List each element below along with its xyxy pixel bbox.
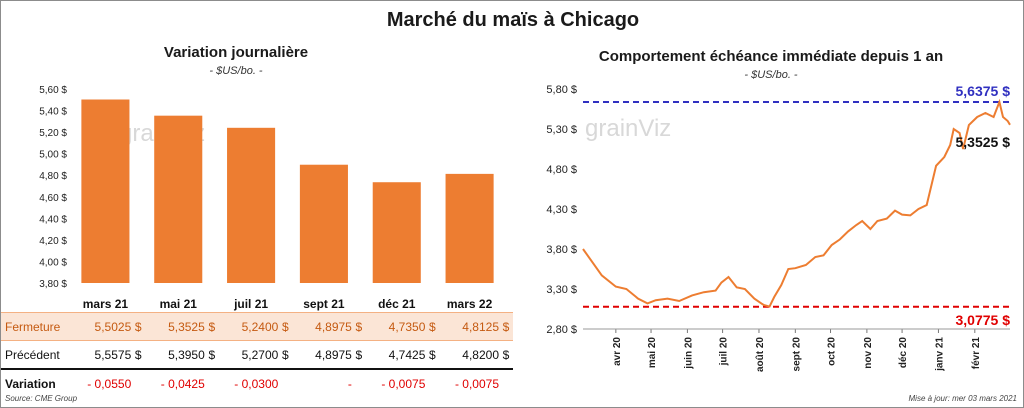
bar — [154, 115, 203, 283]
watermark: grainViz — [585, 115, 671, 142]
x-tick-label: avr 20 — [612, 337, 623, 366]
page-title: Marché du maïs à Chicago — [386, 9, 640, 31]
bar — [81, 99, 130, 283]
y-tick-label: 5,20 $ — [39, 128, 67, 139]
bar — [227, 127, 276, 283]
y-tick-label: 5,30 $ — [546, 124, 577, 136]
x-tick-label: oct 20 — [827, 337, 838, 366]
min-value-label: 3,0775 $ — [956, 312, 1011, 328]
max-value-label: 5,6375 $ — [956, 83, 1011, 99]
table-cell: 5,2400 $ — [218, 312, 293, 341]
table-cell: 4,7350 $ — [365, 312, 440, 341]
y-tick-label: 3,80 $ — [546, 244, 577, 256]
table-cell: - 0,0075 — [381, 376, 426, 391]
row-variation: Variation - 0,0550 - 0,0425 - 0,0300 - - 0,00… — [1, 369, 513, 397]
y-tick-label: 3,80 $ — [39, 279, 67, 290]
x-tick-label: mai 21 — [160, 297, 198, 311]
y-tick-label: 4,80 $ — [546, 164, 577, 176]
table-cell: 4,8125 $ — [439, 312, 513, 341]
quotes-table: Fermeture 5,5025 $5,3525 $5,2400 $4,8975 $4,7… — [1, 312, 513, 397]
table-cell: 4,7425 $ — [365, 340, 440, 370]
daily-bar-chart: grainViz 3,80 $4,00 $4,20 $4,40 $4,60 $4… — [39, 85, 494, 311]
table-cell: - — [347, 376, 352, 391]
last-value-label: 5,3525 $ — [956, 134, 1011, 150]
x-tick-label: août 20 — [755, 337, 766, 372]
y-tick-label: 4,30 $ — [546, 204, 577, 216]
x-tick-label: déc 20 — [898, 337, 909, 369]
table-cell: 5,3525 $ — [145, 312, 219, 341]
x-tick-label: sept 21 — [303, 297, 345, 311]
right-chart-subtitle: - $US/bo. - — [744, 69, 798, 81]
bar — [299, 164, 348, 283]
x-tick-label: juil 21 — [233, 297, 268, 311]
left-chart-title: Variation journalière — [163, 44, 309, 61]
x-tick-label: mars 22 — [447, 297, 493, 311]
row-label: Variation — [5, 376, 56, 391]
y-tick-label: 4,60 $ — [39, 193, 67, 204]
right-chart-title: Comportement échéance immédiate depuis 1… — [598, 48, 944, 65]
x-tick-label: mai 20 — [647, 337, 658, 369]
y-tick-label: 4,20 $ — [39, 236, 67, 247]
left-chart-subtitle: - $US/bo. - — [209, 65, 263, 77]
y-tick-label: 5,40 $ — [39, 107, 67, 118]
x-tick-label: sept 20 — [791, 337, 802, 372]
y-tick-label: 2,80 $ — [546, 324, 577, 336]
row-precedent: Précédent 5,5575 $5,3950 $5,2700 $4,8975 $4,7… — [1, 340, 513, 370]
y-tick-label: 4,80 $ — [39, 171, 67, 182]
bar — [372, 182, 421, 283]
table-cell: 5,3950 $ — [145, 340, 219, 370]
table-cell: - 0,0550 — [87, 376, 132, 391]
x-tick-label: janv 21 — [934, 337, 945, 372]
y-tick-label: 5,00 $ — [39, 150, 67, 161]
x-tick-label: juin 20 — [683, 337, 694, 370]
table-cell: 4,8200 $ — [439, 340, 513, 370]
row-fermeture: Fermeture 5,5025 $5,3525 $5,2400 $4,8975 $4,7… — [1, 312, 513, 341]
source-note: Source: CME Group — [5, 394, 78, 403]
table-cell: - 0,0300 — [234, 376, 279, 391]
y-tick-label: 3,30 $ — [546, 284, 577, 296]
table-cell: 5,5575 $ — [71, 340, 146, 370]
y-tick-label: 5,60 $ — [39, 85, 67, 96]
bar — [445, 173, 494, 283]
price-series-line — [582, 98, 1011, 308]
table-cell: - 0,0075 — [454, 376, 499, 391]
table-cell: 4,8975 $ — [292, 340, 366, 370]
x-tick-label: déc 21 — [378, 297, 416, 311]
x-tick-label: nov 20 — [863, 337, 874, 369]
y-tick-label: 5,80 $ — [546, 84, 577, 96]
front-month-line-chart: grainViz 2,80 $ 3,30 $ 3,80 $ 4,30 $ 4,80 $ 5… — [546, 83, 1011, 372]
y-tick-label: 4,40 $ — [39, 214, 67, 225]
x-tick-label: juil 20 — [719, 337, 730, 367]
x-tick-label: mars 21 — [83, 297, 129, 311]
row-label: Précédent — [1, 340, 72, 370]
table-cell: 5,5025 $ — [71, 312, 146, 341]
update-note: Mise à jour: mer 03 mars 2021 — [908, 394, 1018, 403]
table-cell: - 0,0425 — [160, 376, 205, 391]
row-label: Fermeture — [1, 312, 72, 341]
y-tick-label: 4,00 $ — [39, 257, 67, 268]
table-cell: 4,8975 $ — [292, 312, 366, 341]
x-tick-label: févr 21 — [971, 337, 982, 370]
table-cell: 5,2700 $ — [218, 340, 293, 370]
